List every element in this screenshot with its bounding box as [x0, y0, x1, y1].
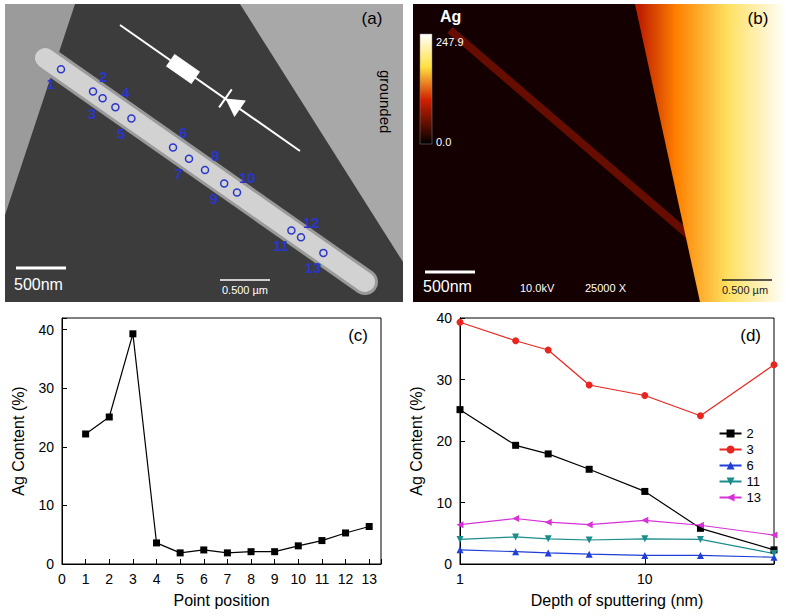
svg-text:13: 13 — [361, 571, 377, 587]
svg-text:3: 3 — [747, 442, 754, 457]
svg-text:10: 10 — [239, 169, 256, 186]
svg-text:40: 40 — [436, 310, 452, 326]
svg-text:11: 11 — [315, 571, 330, 587]
svg-text:11: 11 — [273, 237, 289, 254]
svg-text:Ag Content (%): Ag Content (%) — [408, 386, 425, 495]
svg-text:0.500 µm: 0.500 µm — [722, 284, 768, 296]
svg-text:12: 12 — [338, 571, 354, 587]
svg-text:1: 1 — [47, 75, 55, 92]
svg-text:6: 6 — [200, 571, 208, 587]
svg-text:7: 7 — [175, 165, 183, 182]
svg-text:0: 0 — [58, 571, 66, 587]
svg-text:247.9: 247.9 — [436, 36, 464, 48]
svg-text:10.0kV: 10.0kV — [520, 282, 555, 294]
svg-text:30: 30 — [38, 380, 54, 396]
svg-text:0.0: 0.0 — [436, 136, 451, 148]
svg-text:8: 8 — [247, 571, 255, 587]
svg-text:13: 13 — [747, 490, 761, 505]
svg-text:(a): (a) — [362, 9, 383, 28]
svg-text:30: 30 — [436, 372, 452, 388]
svg-text:grounded: grounded — [377, 70, 394, 133]
svg-text:12: 12 — [303, 214, 320, 231]
svg-text:3: 3 — [129, 571, 137, 587]
svg-text:1: 1 — [456, 571, 464, 587]
svg-text:20: 20 — [436, 433, 452, 449]
svg-text:500nm: 500nm — [423, 278, 472, 295]
svg-text:1: 1 — [82, 571, 90, 587]
svg-text:10: 10 — [38, 497, 54, 513]
svg-text:Point position: Point position — [173, 592, 269, 609]
svg-text:(c): (c) — [348, 326, 368, 345]
svg-text:(d): (d) — [740, 326, 761, 345]
svg-text:8: 8 — [211, 147, 219, 164]
svg-text:10: 10 — [436, 495, 452, 511]
svg-text:500nm: 500nm — [14, 276, 63, 293]
svg-text:0: 0 — [46, 556, 54, 572]
svg-text:5: 5 — [176, 571, 184, 587]
svg-text:2: 2 — [747, 426, 754, 441]
svg-text:40: 40 — [38, 322, 54, 338]
svg-text:7: 7 — [224, 571, 232, 587]
svg-text:6: 6 — [179, 124, 187, 141]
svg-text:4: 4 — [122, 84, 131, 101]
svg-text:25000 X: 25000 X — [585, 282, 627, 294]
svg-text:9: 9 — [271, 571, 279, 587]
svg-text:0: 0 — [444, 556, 452, 572]
svg-text:Depth of sputtering (nm): Depth of sputtering (nm) — [531, 592, 704, 609]
svg-text:2: 2 — [105, 571, 113, 587]
svg-text:13: 13 — [305, 259, 322, 276]
svg-text:Ag: Ag — [440, 8, 461, 25]
svg-text:(b): (b) — [748, 9, 769, 28]
svg-text:10: 10 — [291, 571, 307, 587]
svg-text:9: 9 — [210, 190, 218, 207]
svg-text:6: 6 — [747, 458, 754, 473]
svg-text:20: 20 — [38, 439, 54, 455]
svg-text:10: 10 — [637, 571, 653, 587]
svg-text:0.500 µm: 0.500 µm — [222, 284, 268, 296]
svg-text:2: 2 — [99, 68, 107, 85]
svg-text:4: 4 — [153, 571, 161, 587]
svg-text:Ag Content (%): Ag Content (%) — [10, 386, 27, 495]
svg-text:3: 3 — [88, 105, 96, 122]
svg-text:5: 5 — [117, 125, 125, 142]
svg-text:11: 11 — [747, 474, 761, 489]
